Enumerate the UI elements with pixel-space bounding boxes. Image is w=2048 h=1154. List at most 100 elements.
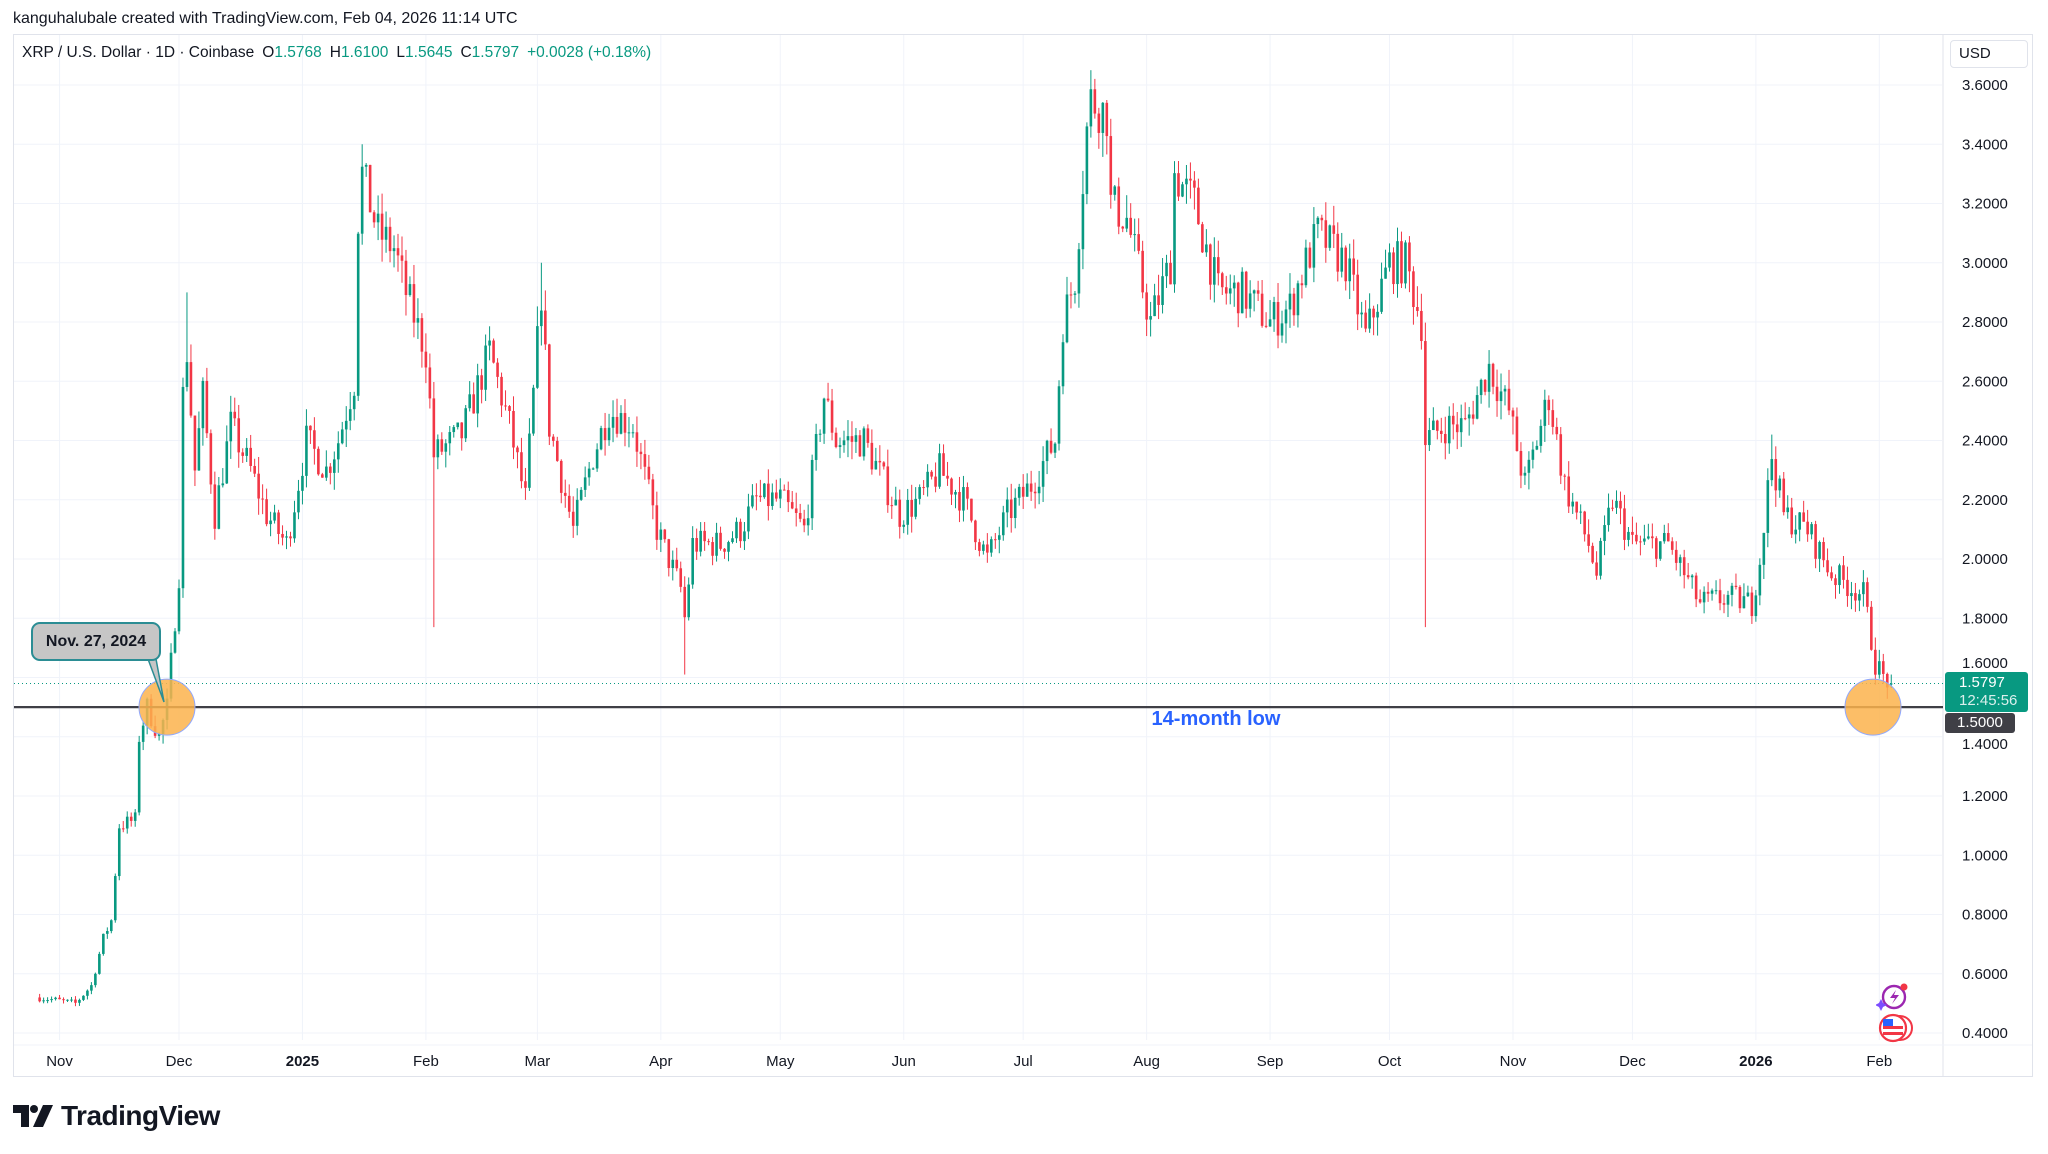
chart-pane[interactable]	[13, 34, 2033, 1077]
candle-body	[1244, 271, 1248, 309]
candle-body	[842, 440, 846, 446]
candle-body	[1854, 593, 1857, 601]
candle-body	[703, 530, 706, 542]
x-tick-label: Dec	[166, 1053, 193, 1070]
candle-body	[205, 380, 209, 434]
candle-body	[58, 997, 61, 1000]
candle-body	[265, 499, 268, 525]
candle-body	[1177, 173, 1180, 197]
annotation-14-month-low: 14-month low	[1151, 708, 1281, 730]
y-tick-label: 0.6000	[1962, 966, 2008, 983]
candle-body	[1818, 542, 1821, 559]
candle-body	[1539, 425, 1543, 446]
candle-body	[117, 828, 121, 877]
candle-body	[468, 394, 471, 409]
candle-body	[1324, 220, 1328, 248]
candle-body	[50, 999, 53, 1001]
us-flag-coins-icon[interactable]	[1878, 1013, 1914, 1043]
candle-body	[504, 405, 507, 407]
candle-body	[846, 436, 850, 441]
candle-body	[1455, 424, 1459, 433]
candle-body	[340, 429, 344, 444]
candle-body	[922, 487, 925, 489]
candle-body	[536, 326, 539, 388]
candle-body	[862, 428, 866, 457]
candle-body	[986, 544, 989, 553]
candle-body	[1495, 386, 1499, 402]
candle-body	[1021, 486, 1025, 497]
symbol-title[interactable]: XRP / U.S. Dollar · 1D · Coinbase	[22, 44, 255, 61]
candle-body	[1141, 250, 1144, 293]
candle-body	[1161, 276, 1164, 305]
currency-button[interactable]: USD	[1950, 40, 2028, 68]
candle-body	[1798, 512, 1801, 530]
candle-body	[1575, 501, 1578, 513]
candle-body	[1340, 247, 1344, 272]
candle-body	[78, 999, 81, 1003]
candle-body	[1746, 592, 1750, 597]
x-tick-label: Sep	[1257, 1053, 1284, 1070]
candle-body	[902, 524, 906, 527]
candle-body	[1268, 319, 1272, 327]
candle-body	[623, 413, 627, 433]
candle-body	[129, 816, 133, 821]
ai-spark-icon[interactable]	[1876, 982, 1910, 1012]
candle-body	[1332, 225, 1336, 234]
candle-body	[201, 380, 205, 429]
candle-body	[1105, 102, 1109, 137]
candle-body	[520, 452, 523, 482]
candle-body	[1165, 262, 1168, 277]
candle-body	[524, 481, 527, 488]
candle-body	[1491, 363, 1495, 387]
candle-body	[731, 538, 734, 543]
candle-body	[994, 539, 997, 541]
candle-body	[392, 248, 396, 252]
candle-body	[273, 512, 276, 521]
candle-body	[591, 468, 595, 470]
candle-body	[500, 376, 503, 406]
candle-body	[249, 447, 252, 466]
candle-body	[46, 1000, 49, 1002]
candle-body	[1463, 418, 1467, 420]
candle-body	[1256, 290, 1260, 294]
candle-body	[488, 340, 491, 346]
candle-body	[1523, 472, 1527, 476]
candle-body	[1360, 312, 1363, 315]
candle-body	[1228, 288, 1232, 294]
candle-body	[82, 995, 85, 1000]
tradingview-logo[interactable]: TradingView	[13, 1100, 220, 1132]
candle-body	[1101, 102, 1105, 133]
candle-body	[1213, 257, 1216, 285]
candle-body	[1109, 136, 1113, 195]
x-tick-label: Nov	[46, 1053, 73, 1070]
x-tick-label: May	[766, 1053, 795, 1070]
candle-body	[548, 344, 551, 437]
candle-body	[1041, 461, 1045, 487]
candle-body	[460, 422, 464, 439]
y-tick-label: 2.8000	[1962, 314, 2008, 331]
candle-body	[1487, 363, 1491, 392]
candle-body	[540, 310, 543, 327]
candle-body	[818, 433, 822, 435]
candle-body	[1479, 379, 1483, 396]
candle-body	[1209, 244, 1212, 285]
candle-body	[1404, 242, 1407, 284]
candle-body	[233, 411, 237, 419]
y-tick-label: 0.4000	[1962, 1025, 2008, 1042]
candle-body	[635, 432, 639, 452]
candle-body	[1738, 586, 1742, 609]
candle-body	[1013, 497, 1017, 519]
candle-body	[1185, 178, 1188, 185]
candle-body	[1264, 325, 1268, 327]
candle-body	[193, 415, 197, 471]
candle-body	[1336, 233, 1340, 272]
candle-body	[611, 416, 615, 428]
candle-body	[627, 432, 631, 434]
candle-body	[978, 542, 981, 551]
candle-body	[962, 487, 965, 511]
candle-body	[1881, 661, 1885, 674]
candle-body	[1878, 661, 1881, 675]
candle-body	[1320, 217, 1324, 221]
candle-body	[794, 508, 798, 513]
